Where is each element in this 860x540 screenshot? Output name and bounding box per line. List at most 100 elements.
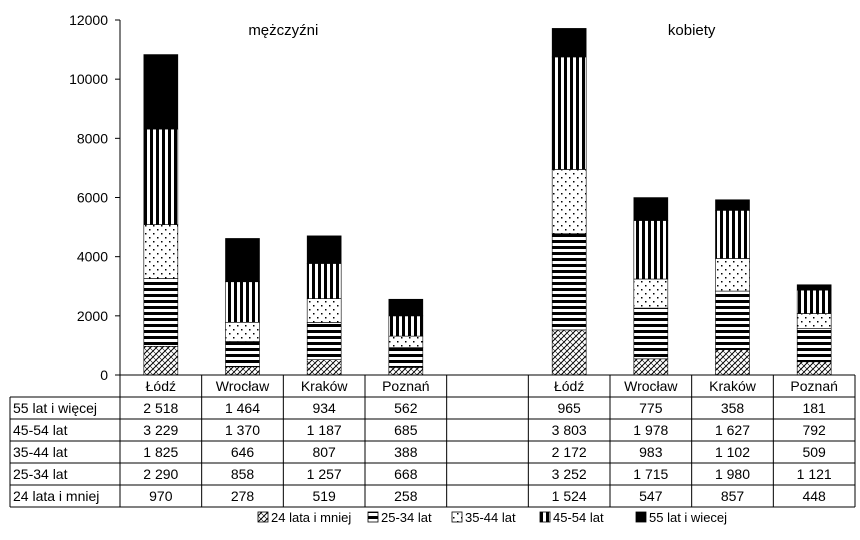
bar-segment (225, 341, 260, 368)
bar-segment (388, 335, 424, 348)
legend-label: 25-34 lat (381, 510, 432, 525)
table-value: 547 (639, 488, 663, 504)
bar-segment (225, 366, 260, 376)
table-value: 1 370 (225, 422, 260, 438)
y-tick-label: 6000 (77, 190, 108, 206)
bar-segment (551, 233, 587, 331)
bar-segment (388, 298, 424, 317)
table-value: 562 (394, 400, 418, 416)
bar-segment (633, 278, 669, 309)
bar-segment (306, 322, 342, 360)
table-value: 2 518 (143, 400, 178, 416)
bar-segment (551, 329, 587, 376)
table-value: 807 (312, 444, 336, 460)
y-axis: 0 2000 4000 6000 8000 10000 12000 (69, 12, 121, 383)
row-label: 24 lata i mniej (13, 488, 99, 504)
bar-segment (388, 347, 424, 368)
bar-segment (225, 321, 260, 342)
table-value: 278 (231, 488, 255, 504)
table-value: 1 825 (143, 444, 178, 460)
legend-swatch (451, 511, 463, 523)
legend-swatch (367, 511, 379, 523)
bar-segment (143, 54, 179, 130)
legend-label: 45-54 lat (553, 510, 604, 525)
bar-segment (551, 28, 587, 58)
legend-swatch (257, 511, 269, 523)
table-value: 3 252 (552, 466, 587, 482)
y-tick-label: 2000 (77, 308, 108, 324)
bar-segment (225, 281, 260, 323)
row-label: 55 lat i więcej (13, 400, 97, 416)
category-label: Łódź (554, 378, 584, 394)
table-value: 668 (394, 466, 418, 482)
y-tick-label: 4000 (77, 249, 108, 265)
category-label: Poznań (790, 378, 837, 394)
table-value: 258 (394, 488, 418, 504)
row-label: 25-34 lat (13, 466, 68, 482)
bar-segment (306, 235, 342, 264)
table-value: 970 (149, 488, 173, 504)
bar-segment (306, 359, 342, 376)
bar-segment (796, 328, 832, 363)
bar-segment (715, 258, 750, 292)
group-label: mężczyźni (248, 22, 318, 39)
row-label: 35-44 lat (13, 444, 68, 460)
table-value: 857 (721, 488, 745, 504)
bars (143, 28, 832, 376)
y-tick-label: 0 (100, 367, 108, 383)
table-value: 388 (394, 444, 418, 460)
bar-segment (796, 289, 832, 314)
bar-segment (715, 349, 750, 376)
table-value: 983 (639, 444, 663, 460)
table-value: 646 (231, 444, 255, 460)
legend-label: 24 lata i mniej (271, 510, 351, 525)
table-value: 1 978 (633, 422, 668, 438)
y-tick-label: 12000 (69, 12, 108, 28)
table-value: 519 (312, 488, 336, 504)
table-value: 1 257 (307, 466, 342, 482)
bar-segment (143, 346, 179, 376)
table-value: 2 290 (143, 466, 178, 482)
legend: 24 lata i mniej 25-34 lat 35-44 lat 45-54 l… (257, 510, 727, 525)
category-label: Łódź (146, 378, 176, 394)
row-label: 45-54 lat (13, 422, 68, 438)
table-value: 1 187 (307, 422, 342, 438)
bar-segment (306, 263, 342, 299)
table-value: 858 (231, 466, 255, 482)
legend-swatch (539, 511, 551, 523)
bar-segment (225, 238, 260, 283)
legend-label: 35-44 lat (465, 510, 516, 525)
bar-segment (551, 56, 587, 170)
table-value: 3 229 (143, 422, 178, 438)
category-label: Kraków (301, 378, 349, 394)
bar-segment (143, 278, 179, 347)
category-label: Wrocław (216, 378, 270, 394)
bar-segment (306, 298, 342, 323)
table-value: 775 (639, 400, 663, 416)
group-labels: mężczyźni kobiety (248, 22, 716, 39)
bar-segment (796, 361, 832, 376)
bar-segment (796, 313, 832, 329)
table-value: 1 980 (715, 466, 750, 482)
bar-segment (388, 367, 424, 376)
table-value: 1 627 (715, 422, 750, 438)
bar-segment (633, 220, 669, 280)
category-label: Poznań (382, 378, 429, 394)
table-value: 1 121 (797, 466, 832, 482)
table-value: 448 (802, 488, 826, 504)
bar-segment (143, 224, 179, 279)
bar-segment (551, 169, 587, 235)
bar-segment (796, 284, 832, 291)
table-value: 181 (802, 400, 826, 416)
legend-label: 55 lat i wiecej (649, 510, 727, 525)
table-value: 792 (802, 422, 826, 438)
category-label: Wrocław (624, 378, 678, 394)
table-value: 1 715 (633, 466, 668, 482)
table-value: 1 464 (225, 400, 260, 416)
y-tick-label: 8000 (77, 130, 108, 146)
table-value: 934 (312, 400, 336, 416)
y-tick-label: 10000 (69, 71, 108, 87)
group-label: kobiety (668, 22, 716, 39)
table-value: 1 524 (552, 488, 587, 504)
